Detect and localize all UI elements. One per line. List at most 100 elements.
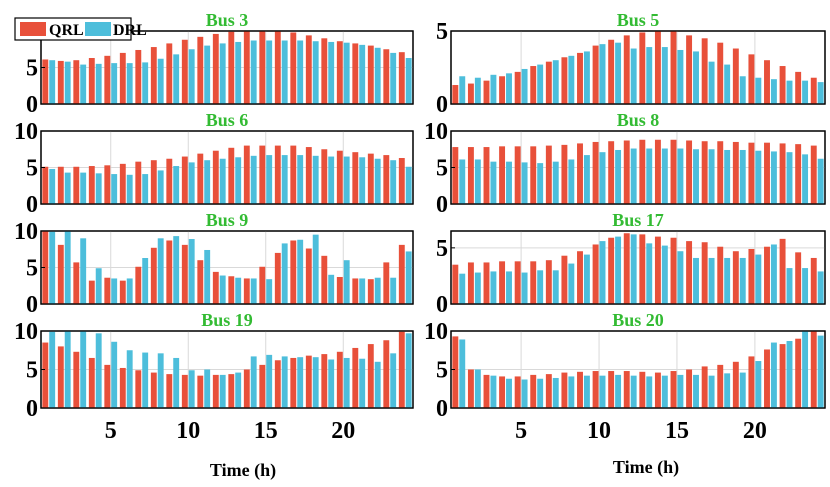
bar-drl [405,58,412,104]
bar-drl [802,331,809,408]
bar-drl [343,156,350,204]
bar-drl [281,155,288,204]
bar-qrl [398,158,405,204]
y-tick-label: 10 [14,119,38,145]
bar-qrl [732,361,739,408]
bar-drl [297,239,304,304]
bar-qrl [467,369,474,408]
bar-qrl [166,158,173,204]
bar-drl [583,254,590,304]
bar-drl [390,353,397,408]
bar-qrl [73,351,80,408]
bar-qrl [795,338,802,408]
bar-qrl [42,342,49,408]
bar-qrl [290,32,297,104]
bar-drl [95,268,102,304]
bar-drl [405,166,412,204]
bar-drl [817,271,824,304]
bar-qrl [577,143,583,204]
bar-qrl [499,146,506,204]
bar-drl [80,64,87,104]
bar-drl [173,236,180,304]
bar-drl [343,42,350,104]
bar-drl [677,49,684,104]
bar-drl [359,44,366,104]
bar-qrl [135,266,142,304]
bar-qrl [150,372,157,408]
bar-qrl [764,246,770,304]
bar-drl [297,155,304,204]
bar-drl [126,63,133,104]
bar-qrl [623,371,630,408]
bar-qrl [623,140,630,204]
bar-drl [661,375,668,408]
bar-drl [312,41,319,104]
y-tick-label: 0 [26,92,38,118]
bar-qrl [670,371,677,408]
bar-drl [297,357,304,408]
bar-drl [359,358,366,408]
panel-bus-17: 0 5 Bus 17 [436,210,826,318]
bar-qrl [197,375,204,408]
bar-qrl [670,31,677,104]
bar-qrl [545,145,552,204]
bar-drl [390,52,397,104]
bar-qrl [57,166,64,204]
y-tick-label: 10 [424,319,448,345]
bar-drl [142,352,149,408]
bar-qrl [150,247,157,304]
bar-qrl [452,264,459,304]
y-tick-label: 0 [26,396,38,422]
bar-drl [770,342,777,408]
bar-qrl [561,372,568,408]
bar-drl [157,353,164,408]
bar-qrl [530,261,537,304]
bar-qrl [639,371,646,408]
bar-qrl [545,61,552,104]
bar-qrl [779,66,786,104]
bar-qrl [654,31,661,104]
bar-qrl [686,140,693,204]
bar-qrl [119,52,126,104]
bar-drl [583,51,590,104]
bar-qrl [181,156,188,204]
bar-qrl [181,374,188,408]
bar-qrl [686,35,693,104]
bar-drl [817,158,824,204]
bar-drl [646,376,653,408]
bar-drl [328,41,335,104]
bar-qrl [779,143,786,204]
bar-drl [111,278,118,304]
bar-qrl [212,374,219,408]
bar-qrl [259,31,266,104]
bar-drl [521,68,528,104]
bar-drl [646,243,653,304]
y-tick-label: 10 [14,319,38,345]
bar-drl [630,148,637,204]
bar-qrl [367,153,374,204]
panel-title: Bus 19 [201,310,253,330]
bar-qrl [701,141,708,204]
bar-drl [219,158,226,204]
bar-drl [219,275,226,304]
y-tick-label: 5 [26,56,38,82]
bar-drl [661,148,668,204]
bar-drl [49,231,56,304]
bar-drl [802,268,809,304]
bar-drl [568,376,575,408]
bar-qrl [228,31,235,105]
y-tick-label: 10 [424,119,448,145]
bar-qrl [654,236,661,304]
bar-qrl [259,364,266,408]
bar-drl [724,64,731,104]
bar-qrl [795,252,802,304]
bar-drl [126,278,133,304]
y-tick-label: 5 [436,19,448,45]
bar-qrl [530,374,537,408]
bar-qrl [452,147,459,204]
bar-qrl [561,57,568,104]
panel-title: Bus 9 [206,210,249,230]
bar-qrl [88,357,95,408]
bar-drl [359,278,366,304]
